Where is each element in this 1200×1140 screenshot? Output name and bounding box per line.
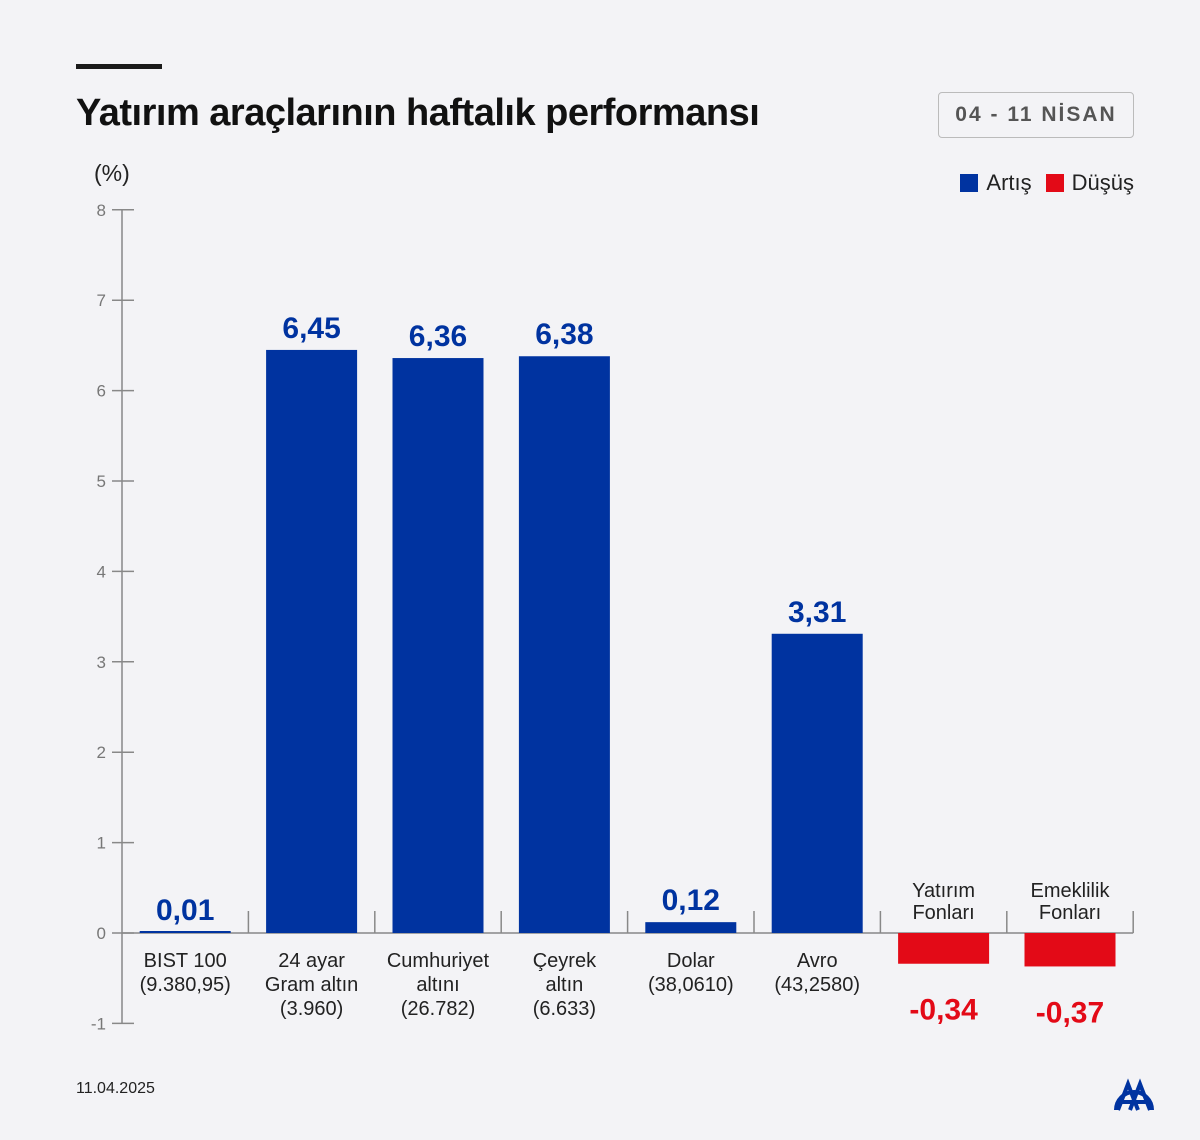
date-range-badge: 04 - 11 NİSAN [938,92,1134,138]
legend-label: Düşüş [1071,170,1134,195]
category-label: (38,0610) [648,974,734,996]
value-label: 6,45 [282,312,340,345]
aa-logo-icon [1114,1078,1154,1111]
category-label: Dolar [667,950,715,972]
category-label: Çeyrek [533,950,597,972]
y-tick-label: 1 [97,834,106,853]
value-label: -0,37 [1036,996,1104,1029]
y-tick-label: 8 [97,201,106,220]
value-label: 0,12 [662,884,720,917]
bar [771,633,863,933]
y-tick-label: 3 [97,653,106,672]
title-accent-bar [76,64,162,69]
legend-item-increase: Artış [960,170,1032,196]
category-label: Gram altın [265,974,358,996]
category-label: 24 ayar [278,950,345,972]
category-label: (26.782) [401,998,476,1020]
y-tick-label: 2 [97,743,106,762]
bar [266,349,358,933]
value-label: 0,01 [156,894,214,927]
category-label: (43,2580) [774,974,860,996]
bar [645,922,737,933]
legend-swatch-decrease [1045,174,1064,192]
category-label: (9.380,95) [140,974,231,996]
bar [1024,933,1116,967]
y-tick-label: 5 [97,472,106,491]
legend-swatch-increase [960,174,979,192]
bar [518,356,610,933]
y-tick-label: 6 [97,382,106,401]
bar [392,358,484,933]
category-label: Avro [797,950,838,972]
y-tick-label: 7 [97,291,106,310]
page-title: Yatırım araçlarının haftalık performansı [76,92,760,134]
category-label: Yatırım [912,880,975,902]
category-label: altın [545,974,583,996]
legend: Artış Düşüş [960,170,1134,196]
category-label: Emeklilik [1031,880,1111,902]
legend-item-decrease: Düşüş [1045,170,1134,196]
category-label: altını [416,974,459,996]
y-tick-label: 4 [97,562,106,581]
y-tick-label: -1 [91,1014,106,1033]
y-axis-label: (%) [94,160,130,186]
bar [898,933,990,964]
legend-label: Artış [986,170,1032,195]
category-label: (3.960) [280,998,343,1020]
value-label: 6,36 [409,320,467,353]
bar [139,931,231,933]
category-label: Fonları [912,902,974,924]
value-label: -0,34 [909,994,978,1027]
value-label: 3,31 [788,596,846,629]
category-label: Fonları [1039,902,1101,924]
category-label: (6.633) [533,998,596,1020]
publish-date: 11.04.2025 [76,1080,155,1097]
value-label: 6,38 [535,318,593,351]
category-label: Cumhuriyet [387,950,490,972]
category-label: BIST 100 [144,950,227,972]
y-tick-label: 0 [97,924,106,943]
